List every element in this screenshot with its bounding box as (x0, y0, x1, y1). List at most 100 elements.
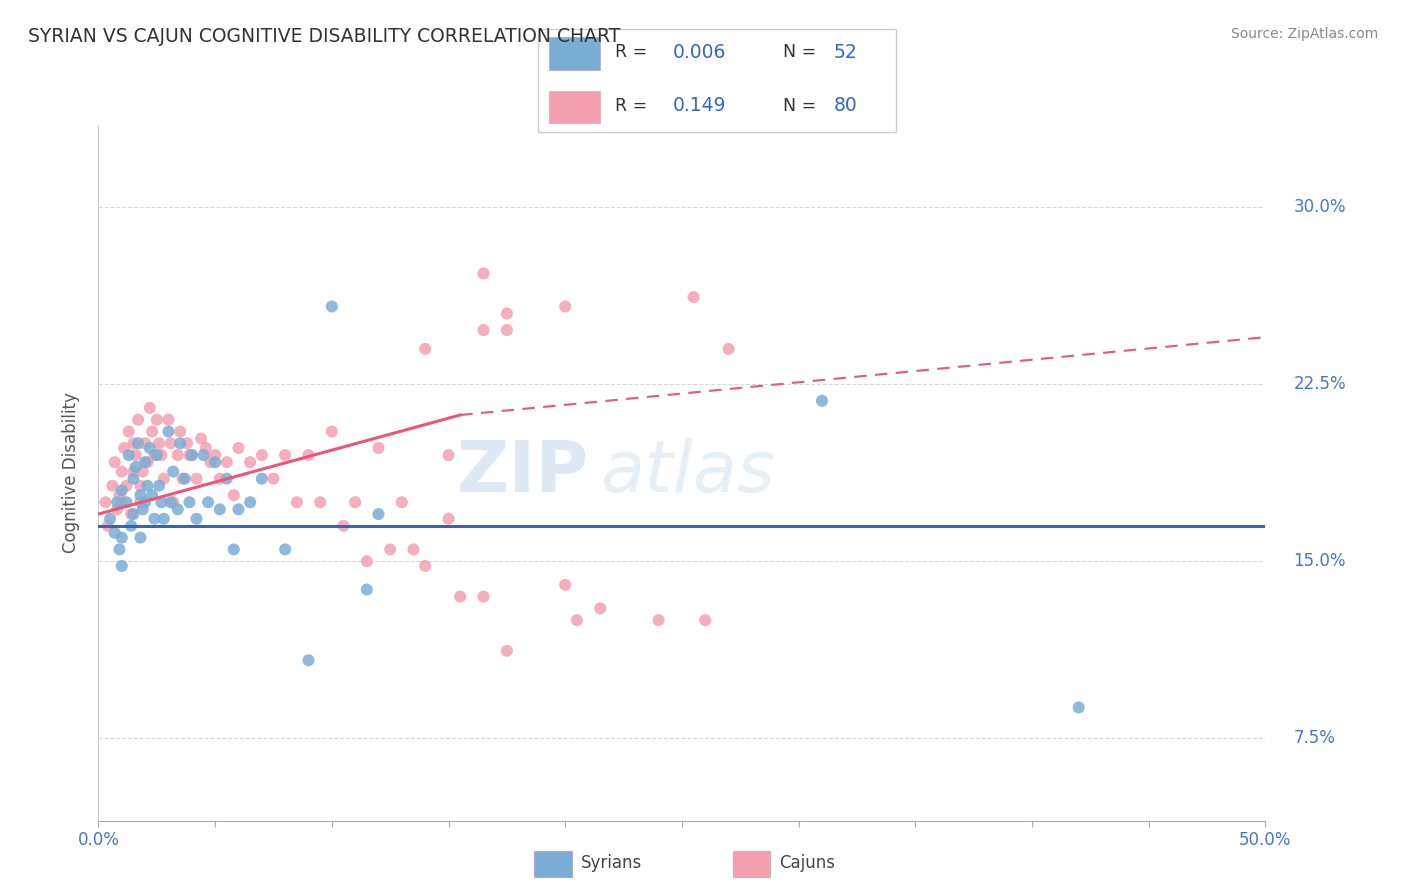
Point (112, 441, 135, 455)
Text: ZIP: ZIP (457, 438, 589, 508)
Point (250, 448, 273, 462)
Point (495, 307, 517, 321)
Point (413, 342, 436, 356)
Text: N =: N = (783, 44, 821, 62)
Point (150, 448, 173, 462)
Point (141, 425, 163, 439)
Point (180, 448, 202, 462)
Point (682, 290, 704, 304)
Point (647, 613, 669, 627)
Point (228, 441, 250, 455)
Point (239, 495, 262, 509)
Point (157, 425, 180, 439)
Point (194, 441, 217, 455)
Point (111, 495, 134, 509)
Point (262, 472, 284, 486)
Point (285, 495, 308, 509)
Point (108, 488, 131, 502)
Point (120, 507, 142, 521)
Point (148, 436, 170, 450)
Point (204, 448, 226, 462)
Text: R =: R = (614, 97, 658, 115)
Text: 80: 80 (834, 96, 858, 115)
Point (186, 512, 208, 526)
Point (127, 413, 149, 427)
Point (122, 472, 145, 486)
Point (472, 267, 495, 281)
Point (190, 432, 212, 446)
Point (215, 472, 238, 486)
Point (179, 495, 201, 509)
Point (157, 413, 180, 427)
Point (139, 401, 162, 415)
Point (166, 502, 188, 516)
Point (197, 495, 219, 509)
Point (356, 554, 378, 568)
Point (173, 472, 195, 486)
Point (134, 455, 156, 469)
Point (122, 436, 145, 450)
Point (169, 425, 191, 439)
Point (222, 488, 245, 502)
Text: 52: 52 (834, 43, 858, 62)
Point (472, 590, 495, 604)
Point (309, 495, 332, 509)
Text: 0.006: 0.006 (673, 43, 727, 62)
Point (111, 465, 134, 479)
Point (228, 502, 250, 516)
Point (172, 472, 194, 486)
Point (208, 502, 231, 516)
Point (120, 518, 142, 533)
Point (239, 455, 262, 469)
Point (437, 512, 460, 526)
Point (356, 582, 378, 597)
Point (97, 518, 120, 533)
Point (129, 495, 152, 509)
Point (274, 448, 297, 462)
Point (125, 448, 148, 462)
Text: 15.0%: 15.0% (1294, 552, 1346, 570)
Text: N =: N = (783, 97, 821, 115)
Point (132, 465, 155, 479)
Bar (534, 851, 572, 877)
Point (200, 455, 222, 469)
Point (180, 448, 202, 462)
Point (367, 441, 389, 455)
Point (449, 590, 471, 604)
Point (94, 495, 117, 509)
Point (125, 459, 148, 474)
Point (150, 495, 173, 509)
Point (104, 455, 127, 469)
Point (139, 441, 162, 455)
Text: Cajuns: Cajuns (779, 854, 835, 872)
Point (811, 393, 834, 408)
Point (391, 495, 413, 509)
Point (134, 495, 156, 509)
Point (108, 542, 131, 557)
Point (152, 472, 174, 486)
Point (122, 465, 145, 479)
Point (367, 507, 389, 521)
Point (111, 531, 134, 545)
Point (159, 495, 181, 509)
Point (250, 472, 273, 486)
Point (1067, 700, 1090, 714)
Text: 22.5%: 22.5% (1294, 376, 1346, 393)
Point (143, 448, 166, 462)
Point (118, 425, 141, 439)
Point (413, 558, 436, 573)
Point (127, 436, 149, 450)
Point (589, 601, 612, 615)
Text: Syrians: Syrians (581, 854, 643, 872)
Point (332, 518, 354, 533)
Point (717, 342, 740, 356)
Text: R =: R = (614, 44, 652, 62)
Point (186, 472, 208, 486)
Text: Source: ZipAtlas.com: Source: ZipAtlas.com (1230, 27, 1378, 41)
Point (111, 558, 134, 573)
Point (129, 531, 152, 545)
Point (321, 425, 343, 439)
Point (129, 479, 152, 493)
Point (274, 542, 297, 557)
Point (111, 483, 134, 498)
